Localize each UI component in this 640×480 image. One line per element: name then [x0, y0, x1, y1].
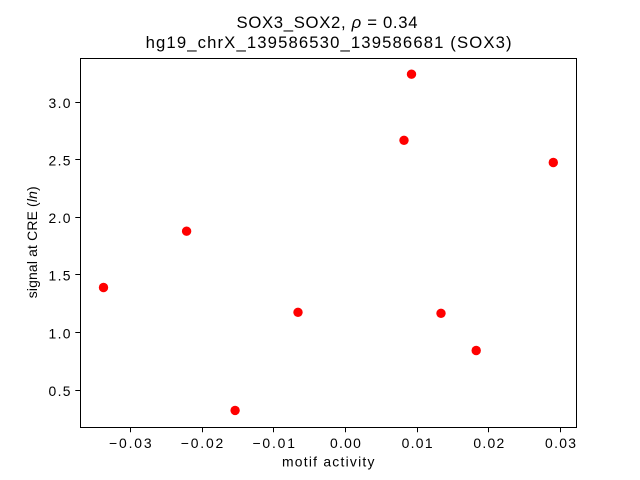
svg-text:0.03: 0.03 [545, 435, 576, 451]
svg-text:SOX3_SOX2, ρ = 0.34: SOX3_SOX2, ρ = 0.34 [237, 13, 418, 32]
svg-text:motif activity: motif activity [282, 454, 375, 470]
svg-text:3.0: 3.0 [49, 95, 71, 111]
svg-text:hg19_chrX_139586530_139586681: hg19_chrX_139586530_139586681 (SOX3) [146, 33, 512, 52]
svg-text:0.5: 0.5 [49, 383, 71, 399]
svg-text:0.00: 0.00 [330, 435, 361, 451]
svg-text:2.0: 2.0 [49, 210, 71, 226]
svg-text:1.5: 1.5 [49, 268, 71, 284]
svg-text:−0.03: −0.03 [109, 435, 152, 451]
svg-text:2.5: 2.5 [49, 153, 71, 169]
svg-text:1.0: 1.0 [49, 325, 71, 341]
svg-text:−0.02: −0.02 [181, 435, 224, 451]
svg-text:−0.01: −0.01 [252, 435, 295, 451]
svg-text:0.01: 0.01 [402, 435, 433, 451]
svg-text:0.02: 0.02 [473, 435, 504, 451]
svg-text:signal at CRE (ln): signal at CRE (ln) [24, 186, 40, 298]
